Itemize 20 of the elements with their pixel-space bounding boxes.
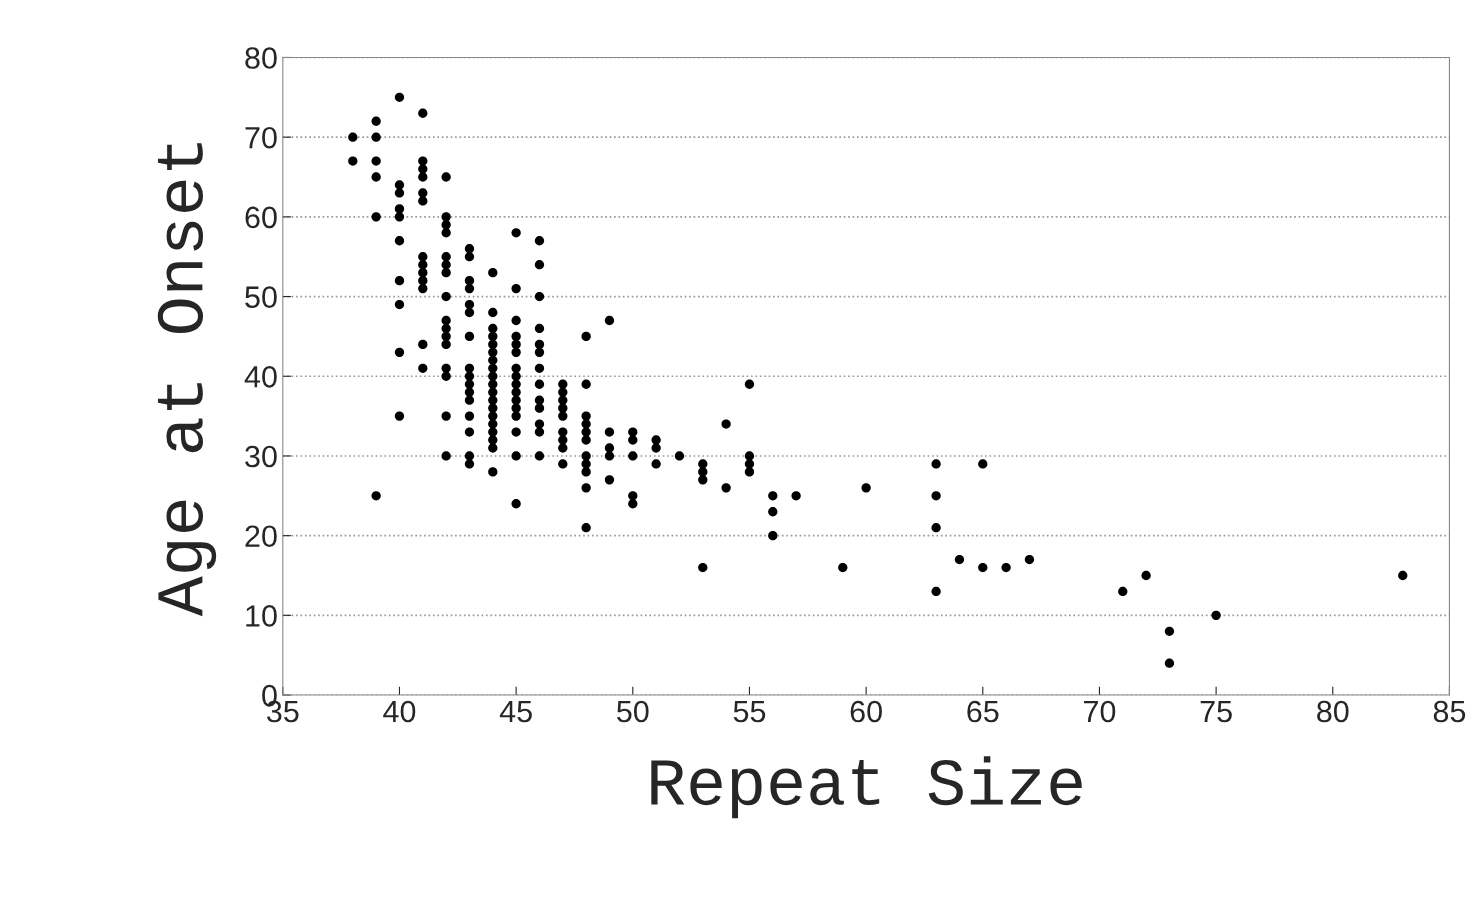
y-tick-label: 10 [246,605,277,627]
x-axis-title: Repeat Size [651,756,1082,819]
y-tick-label: 50 [245,286,277,308]
y-tick-label: 30 [245,445,277,468]
y-tick-label: 60 [245,206,277,229]
x-tick-label: 80 [1317,700,1349,723]
x-tick-label: 45 [499,701,532,723]
y-tick-label: 70 [245,126,277,149]
y-tick-label: 80 [245,47,277,69]
x-tick-label: 65 [967,700,999,723]
x-tick-label: 60 [850,700,882,723]
x-tick-label: 40 [383,700,416,723]
x-tick-label: 50 [617,700,649,723]
y-tick-label: 20 [245,525,277,548]
x-tick-label: 70 [1084,700,1116,723]
x-tick-label: 85 [1433,700,1466,723]
y-tick-label: 40 [244,366,277,388]
x-tick-label: 55 [733,701,766,723]
x-tick-label: 75 [1200,701,1232,723]
y-axis-title: Age at Onset [157,143,217,617]
